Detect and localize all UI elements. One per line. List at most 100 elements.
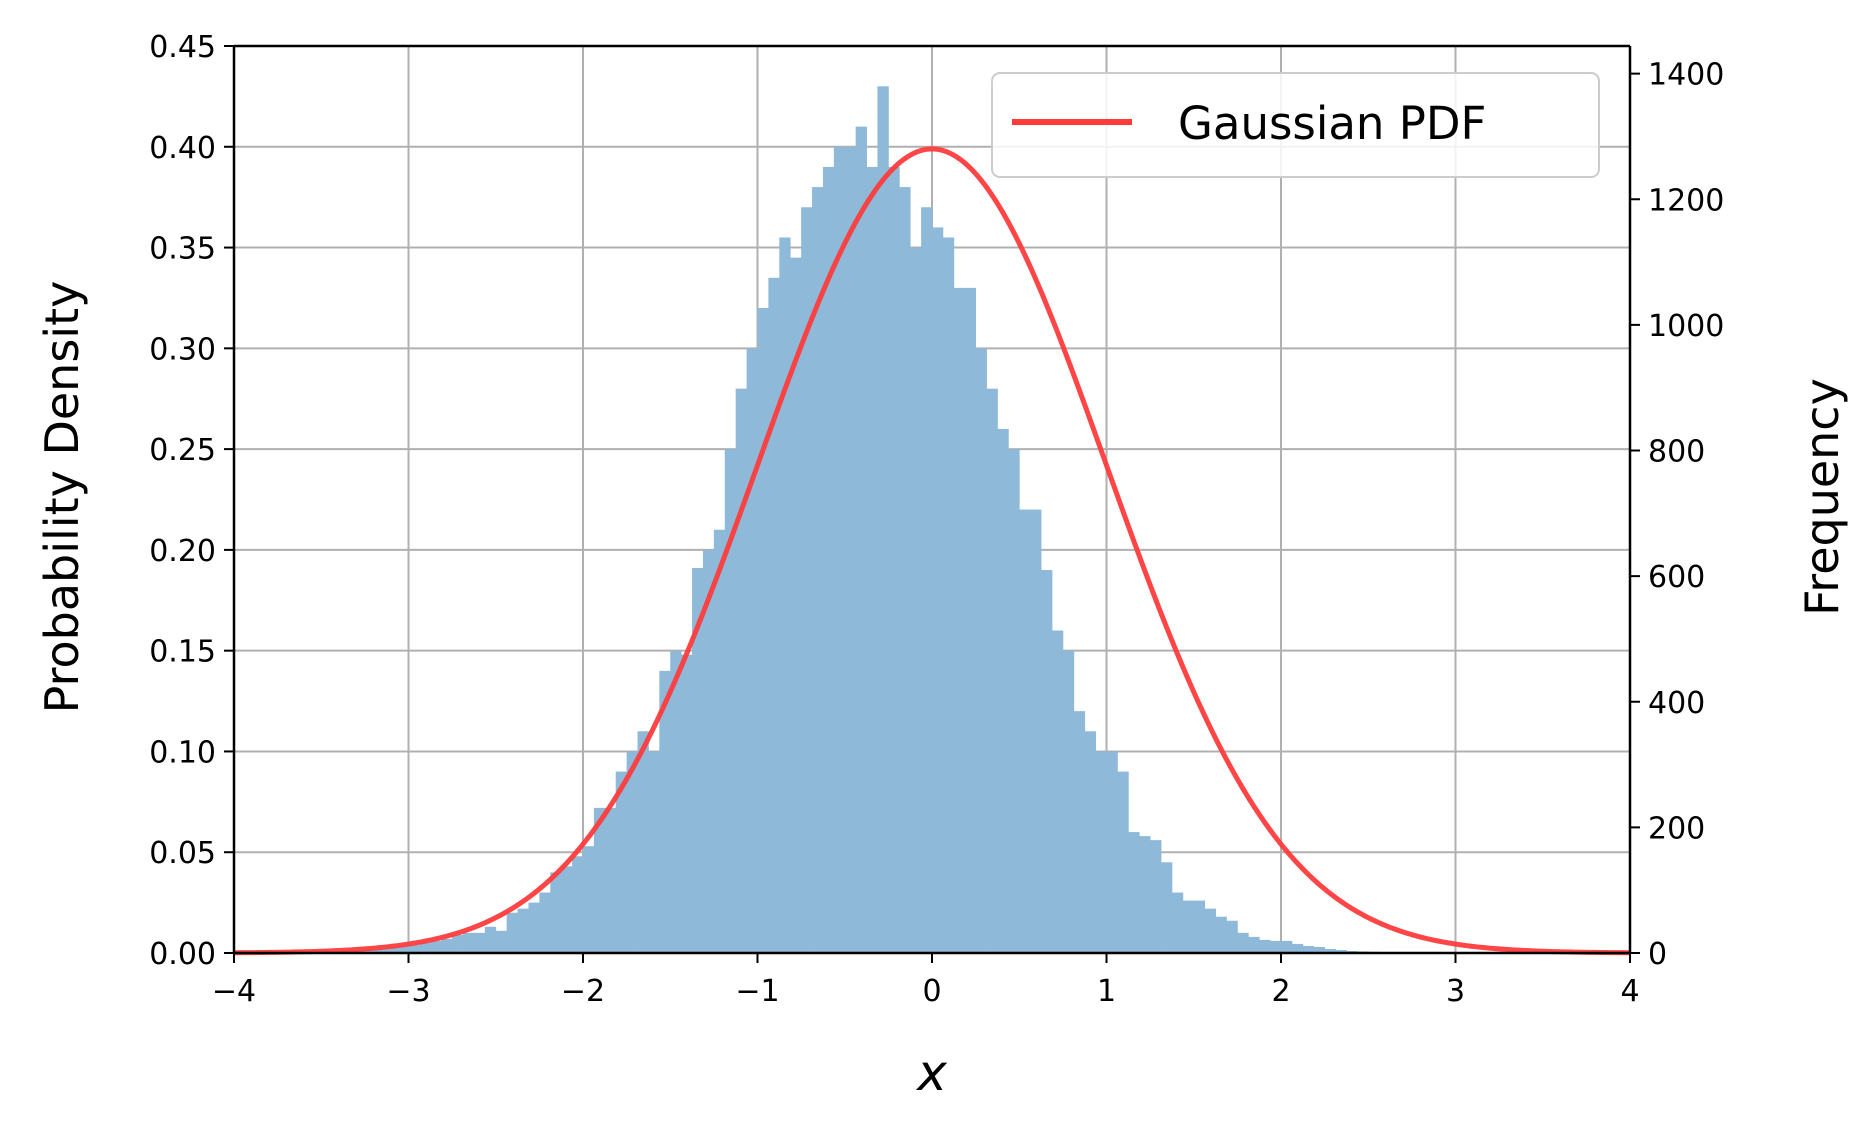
histogram-bar: [1073, 711, 1086, 953]
histogram-bar: [692, 568, 704, 953]
y-left-tick-label: 0.20: [149, 534, 216, 569]
histogram-bar: [659, 670, 671, 953]
histogram-bar: [855, 126, 867, 954]
histogram-bar: [375, 948, 388, 953]
histogram-bar: [593, 807, 606, 953]
histogram-bar: [1106, 751, 1118, 953]
y-left-tick-label: 0.25: [149, 433, 216, 468]
histogram-bar: [1171, 892, 1184, 953]
histogram-bar: [1139, 836, 1151, 953]
histogram-bar: [822, 166, 835, 953]
histogram-bar: [779, 237, 791, 953]
histogram-bar: [757, 308, 769, 953]
histogram-bar: [539, 892, 551, 953]
legend: Gaussian PDF: [991, 72, 1600, 178]
histogram-bar: [997, 428, 1009, 953]
y-right-tick-label: 1000: [1648, 309, 1724, 344]
x-tick-label: −2: [561, 974, 605, 1009]
y-left-tick-label: 0.35: [149, 232, 216, 267]
x-tick-label: −1: [735, 974, 779, 1009]
histogram-bar: [528, 902, 540, 953]
histogram-bar: [364, 949, 377, 953]
histogram-bars: [321, 86, 1544, 954]
histogram-bar: [1095, 751, 1107, 953]
histogram-bar: [768, 277, 780, 953]
histogram-bar: [1291, 943, 1304, 953]
histogram-bar: [735, 388, 747, 954]
histogram-bar: [1215, 916, 1227, 953]
histogram-bar: [648, 751, 660, 953]
histogram-bar: [1324, 948, 1336, 953]
histogram-bar: [953, 287, 966, 953]
histogram-bar: [833, 146, 846, 953]
histogram-bar: [637, 731, 649, 953]
y-right-tick-label: 800: [1648, 435, 1705, 470]
histogram-bar: [1084, 731, 1096, 953]
x-axis-label: x: [915, 1044, 947, 1102]
y-axis-right-label: Frequency: [1795, 378, 1849, 616]
histogram-bar: [986, 388, 998, 954]
x-tick-label: 4: [1620, 974, 1639, 1009]
histogram-bar: [1041, 570, 1053, 953]
histogram-bar: [441, 938, 453, 953]
histogram-bar: [942, 237, 955, 953]
histogram-bar: [408, 944, 420, 953]
tick-marks: [224, 45, 1640, 963]
histogram-bar: [1117, 771, 1129, 953]
histogram-bar: [452, 934, 464, 953]
histogram-bar: [386, 946, 398, 953]
histogram-bar: [801, 207, 813, 953]
histogram-bar: [430, 940, 442, 953]
histogram-bar: [1062, 650, 1075, 953]
histogram-bar: [681, 654, 693, 953]
histogram-bar: [1281, 940, 1293, 953]
histogram-bar: [495, 930, 508, 953]
histogram-bar: [484, 926, 497, 953]
x-tick-label: 0: [922, 974, 941, 1009]
histogram-bar: [888, 166, 900, 953]
histogram-bar: [790, 257, 802, 954]
histogram-bar: [746, 348, 758, 953]
histogram-bar: [702, 549, 715, 953]
legend-label: Gaussian PDF: [1178, 97, 1486, 150]
histogram-bar: [899, 187, 911, 954]
gaussian-pdf-line: [233, 146, 1631, 956]
histogram-bar: [1008, 449, 1020, 953]
histogram-bar: [812, 187, 824, 954]
pdf-line-layer: [233, 146, 1631, 956]
x-tick-label: −4: [212, 974, 256, 1009]
y-right-tick-label: 200: [1648, 811, 1705, 846]
histogram-bar: [1237, 932, 1249, 953]
histogram-bar: [1182, 900, 1195, 953]
histogram-bar: [1313, 946, 1326, 953]
histogram-bar: [1204, 908, 1216, 953]
y-right-tick-label: 0: [1648, 937, 1667, 972]
histogram-bar: [626, 751, 638, 953]
histogram-bar: [397, 945, 409, 953]
histogram-bar: [419, 942, 431, 953]
histogram-bar: [550, 872, 562, 953]
histogram-bar: [713, 529, 726, 953]
y-left-tick-label: 0.40: [149, 131, 216, 166]
histogram-bar: [724, 449, 737, 953]
x-tick-label: 2: [1271, 974, 1290, 1009]
tick-labels: −4 −3 −2 −1 0 1 2 3 4 0.00 0.05 0.10 0.15 0.20 0.25 0.3…: [149, 30, 1724, 1009]
histogram-bar: [604, 807, 617, 953]
y-right-tick-label: 1400: [1648, 58, 1724, 93]
histogram-bar: [561, 866, 573, 953]
histogram-bar: [1128, 832, 1140, 953]
histogram-bar: [572, 856, 584, 953]
y-left-tick-label: 0.10: [149, 735, 216, 770]
histogram-bar: [506, 912, 518, 953]
histogram-bar: [1270, 940, 1282, 953]
histogram-bar: [910, 247, 922, 954]
histogram-bar: [517, 908, 529, 953]
histogram-bar: [877, 86, 889, 954]
histogram-bar: [1302, 945, 1315, 953]
x-tick-label: 3: [1446, 974, 1465, 1009]
histogram-bar: [1248, 936, 1260, 953]
histogram-bar: [1051, 630, 1064, 953]
histogram-bar: [866, 166, 878, 953]
histogram-bar: [1335, 949, 1347, 953]
